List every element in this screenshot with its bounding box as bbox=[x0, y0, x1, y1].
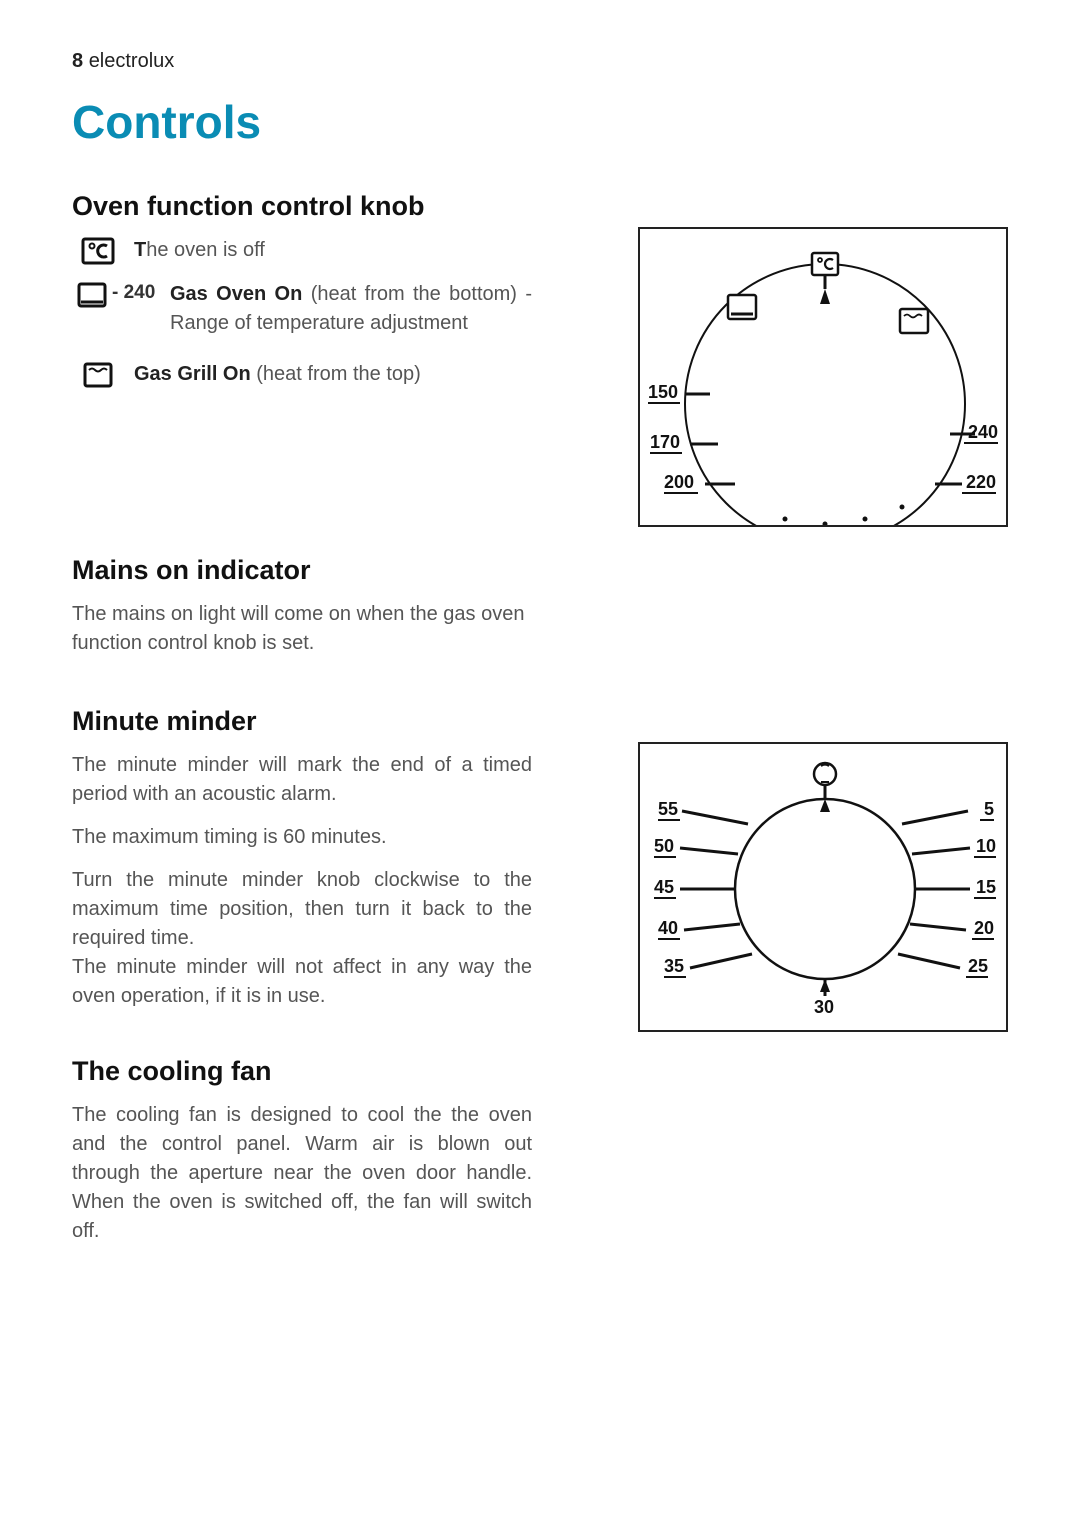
minute-p3: Turn the minute minder knob clockwise to… bbox=[72, 866, 532, 953]
section-minute: Minute minder The minute minder will mar… bbox=[72, 682, 1008, 1032]
cooling-p1: The cooling fan is designed to cool the … bbox=[72, 1101, 532, 1246]
grill-icon bbox=[81, 360, 115, 390]
bottom-heat-icon bbox=[75, 280, 109, 310]
knob-off-initial: T bbox=[134, 239, 146, 261]
timer-diagram: 5 10 15 20 25 30 35 40 45 50 55 bbox=[638, 742, 1008, 1032]
page-number: 8 bbox=[72, 50, 83, 72]
knob-grill-rest: (heat from the top) bbox=[251, 363, 421, 385]
oven-temp-200: 200 bbox=[664, 472, 694, 493]
knob-oven-bold: Gas Oven On bbox=[170, 283, 302, 305]
knob-row-off: The oven is off bbox=[72, 236, 532, 266]
page: 8 electrolux Controls Oven function cont… bbox=[0, 0, 1080, 1300]
minute-heading: Minute minder bbox=[72, 706, 532, 737]
knob-off-rest: he oven is off bbox=[146, 239, 265, 261]
timer-30: 30 bbox=[814, 997, 834, 1018]
timer-20: 20 bbox=[974, 918, 994, 939]
timer-10: 10 bbox=[976, 836, 996, 857]
oven-temp-170: 170 bbox=[650, 432, 680, 453]
knob-off-text: The oven is off bbox=[124, 236, 532, 265]
timer-50: 50 bbox=[654, 836, 674, 857]
knob-heading: Oven function control knob bbox=[72, 191, 532, 222]
oven-temp-240: 240 bbox=[968, 422, 998, 443]
oven-temp-150: 150 bbox=[648, 382, 678, 403]
brand-name: electrolux bbox=[89, 50, 175, 72]
timer-15: 15 bbox=[976, 877, 996, 898]
timer-55: 55 bbox=[658, 799, 678, 820]
section-knob: Oven function control knob The oven is o… bbox=[72, 167, 1008, 527]
minute-p4: The minute minder will not affect in any… bbox=[72, 953, 532, 1011]
minute-p1: The minute minder will mark the end of a… bbox=[72, 751, 532, 809]
timer-35: 35 bbox=[664, 956, 684, 977]
degree-c-icon bbox=[80, 236, 116, 266]
mains-heading: Mains on indicator bbox=[72, 555, 1008, 586]
oven-knob-diagram: 150 170 200 220 240 bbox=[638, 227, 1008, 527]
oven-temp-220: 220 bbox=[966, 472, 996, 493]
timer-40: 40 bbox=[658, 918, 678, 939]
page-title: Controls bbox=[72, 95, 1008, 149]
minute-p2: The maximum timing is 60 minutes. bbox=[72, 823, 532, 852]
timer-5: 5 bbox=[984, 799, 994, 820]
oven-diagram-svg bbox=[640, 229, 1006, 525]
cooling-heading: The cooling fan bbox=[72, 1056, 1008, 1087]
knob-row-grill-on: Gas Grill On (heat from the top) bbox=[72, 360, 532, 390]
knob-oven-text: Gas Oven On (heat from the bottom) - Ran… bbox=[170, 280, 532, 338]
timer-diagram-svg bbox=[640, 744, 1006, 1030]
page-header: 8 electrolux bbox=[72, 50, 1008, 73]
timer-25: 25 bbox=[968, 956, 988, 977]
knob-oven-range: - 240 bbox=[112, 280, 170, 304]
mains-p1: The mains on light will come on when the… bbox=[72, 600, 532, 658]
timer-45: 45 bbox=[654, 877, 674, 898]
knob-grill-text: Gas Grill On (heat from the top) bbox=[124, 360, 532, 389]
knob-row-oven-on: - 240 Gas Oven On (heat from the bottom)… bbox=[72, 280, 532, 338]
knob-grill-bold: Gas Grill On bbox=[134, 363, 251, 385]
